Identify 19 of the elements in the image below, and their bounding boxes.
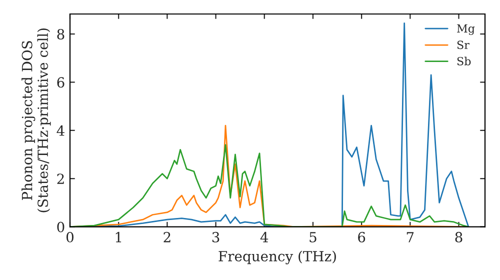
y-axis-title: Phonon projected DOS (States/THz·primitive cell)	[22, 28, 51, 212]
y-tick-label: 2	[57, 174, 64, 184]
legend-label: Sb	[457, 56, 471, 66]
x-tick-label: 8	[455, 232, 462, 242]
x-tick-label: 1	[116, 232, 122, 242]
x-tick-label: 2	[164, 232, 170, 242]
y-tick-label: 0	[57, 222, 64, 232]
x-tick-label: 0	[66, 232, 74, 242]
x-tick-label: 6	[358, 232, 366, 242]
x-axis-title: Frequency (THz)	[218, 250, 336, 264]
x-tick-label: 4	[260, 232, 268, 242]
y-tick-label: 4	[56, 125, 64, 136]
x-tick-label: 3	[212, 232, 220, 242]
y-tick-label: 6	[57, 77, 64, 88]
x-tick-label: 7	[406, 232, 414, 242]
legend-label: Mg	[457, 24, 475, 35]
y-tick-label: 8	[57, 28, 64, 40]
x-tick-label: 5	[310, 232, 316, 242]
legend-label: Sr	[457, 40, 470, 50]
